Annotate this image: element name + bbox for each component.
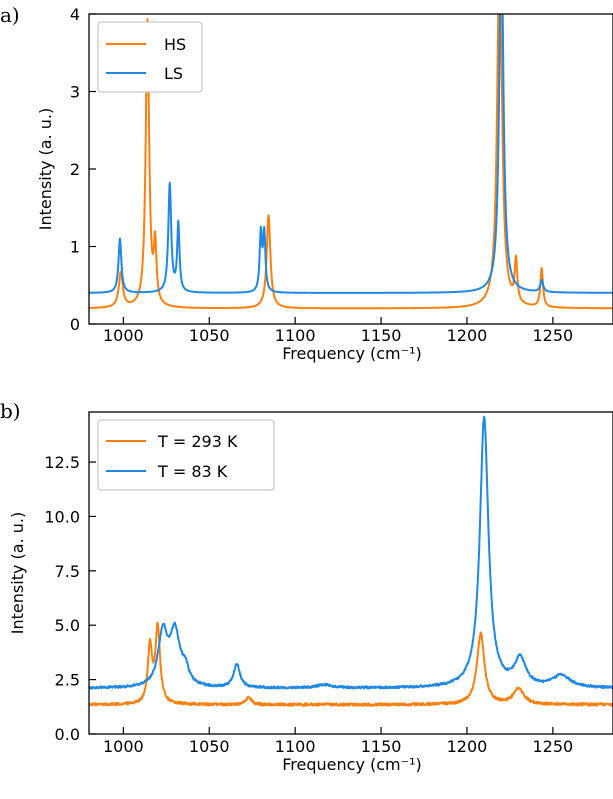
y-tick-label: 3 [70, 83, 80, 102]
y-tick-label: 10.0 [44, 507, 80, 526]
panel-b-legend-box [97, 419, 275, 491]
series-line-t-293-k [89, 621, 613, 707]
panel-b-label: b) [0, 399, 21, 423]
panel-a-y-ticks: 0 1 2 3 4 [70, 5, 96, 334]
legend-label-hs: HS [164, 35, 186, 54]
x-tick-label: 1050 [189, 326, 230, 345]
x-tick-label: 1000 [103, 326, 144, 345]
panel-a-x-ticks: 1000 1050 1100 1150 1200 1250 [103, 317, 573, 345]
panel-a-y-axis-title: Intensity (a. u.) [36, 108, 55, 230]
series-line-t-83-k [89, 415, 613, 690]
legend-label-83k: T = 83 K [157, 462, 228, 481]
panel-a-x-axis-title: Frequency (cm⁻¹) [282, 344, 421, 363]
x-tick-label: 1150 [361, 326, 402, 345]
y-tick-label: 2.5 [55, 671, 80, 690]
x-tick-label: 1150 [361, 737, 402, 756]
series-line-hs [89, 14, 613, 310]
y-tick-label: 12.5 [44, 453, 80, 472]
legend-label-ls: LS [164, 64, 183, 83]
x-tick-label: 1200 [447, 737, 488, 756]
panel-b-y-axis-title: Intensity (a. u.) [8, 512, 27, 634]
y-tick-label: 1 [70, 238, 80, 257]
panel-b: b) 1000 1050 1100 1150 1200 1250 0.0 2.5 5.0 7.5… [0, 399, 613, 774]
y-tick-label: 5.0 [55, 616, 80, 635]
panel-a-legend-box [97, 21, 203, 93]
y-tick-label: 4 [70, 5, 80, 24]
x-tick-label: 1200 [447, 326, 488, 345]
panel-b-frame [88, 411, 613, 735]
x-tick-label: 1050 [189, 737, 230, 756]
panel-b-x-axis-title: Frequency (cm⁻¹) [282, 755, 421, 774]
y-tick-label: 0 [70, 315, 80, 334]
x-tick-label: 1250 [533, 737, 574, 756]
panel-b-legend: T = 293 K T = 83 K [97, 419, 275, 491]
y-tick-label: 0.0 [55, 725, 80, 744]
y-tick-label: 2 [70, 160, 80, 179]
panel-a-label: a) [0, 3, 20, 27]
series-line-ls [89, 14, 613, 294]
panel-a: a) 1000 1050 1100 1150 1200 1250 0 1 2 3 4 Freque… [0, 3, 613, 363]
panel-a-legend: HS LS [97, 21, 203, 93]
y-tick-label: 7.5 [55, 562, 80, 581]
x-tick-label: 1000 [103, 737, 144, 756]
legend-label-293k: T = 293 K [157, 432, 238, 451]
panel-a-series [89, 14, 613, 310]
panel-b-y-ticks: 0.0 2.5 5.0 7.5 10.0 12.5 [44, 453, 96, 744]
panel-b-series [89, 415, 613, 707]
x-tick-label: 1100 [275, 737, 316, 756]
panel-b-x-ticks: 1000 1050 1100 1150 1200 1250 [103, 727, 573, 756]
x-tick-label: 1100 [275, 326, 316, 345]
x-tick-label: 1250 [533, 326, 574, 345]
